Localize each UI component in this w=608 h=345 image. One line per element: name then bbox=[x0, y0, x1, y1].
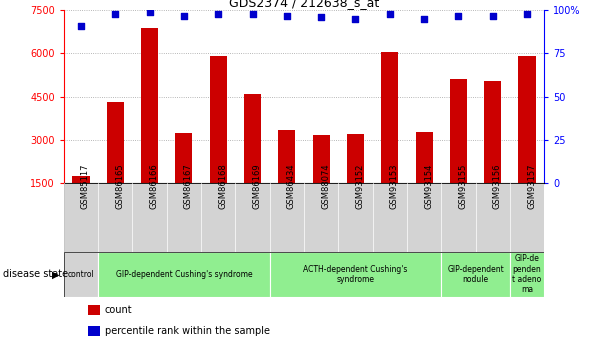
Point bbox=[213, 11, 223, 17]
Text: GSM93156: GSM93156 bbox=[492, 164, 502, 209]
Point bbox=[454, 13, 463, 18]
Point bbox=[145, 9, 154, 15]
Point bbox=[76, 23, 86, 29]
Bar bbox=[450, 79, 467, 226]
Bar bbox=[64, 183, 544, 252]
Text: percentile rank within the sample: percentile rank within the sample bbox=[105, 326, 270, 336]
Text: GSM86167: GSM86167 bbox=[184, 164, 193, 209]
Bar bbox=[270, 252, 441, 297]
Text: GSM86169: GSM86169 bbox=[252, 164, 261, 209]
Text: GSM86434: GSM86434 bbox=[287, 164, 296, 209]
Text: GSM93152: GSM93152 bbox=[356, 164, 364, 209]
Point bbox=[385, 11, 395, 17]
Text: GSM88074: GSM88074 bbox=[321, 164, 330, 209]
Point bbox=[282, 13, 292, 18]
Bar bbox=[72, 176, 89, 226]
Bar bbox=[107, 102, 124, 226]
Text: GSM86165: GSM86165 bbox=[116, 164, 124, 209]
Bar bbox=[141, 28, 158, 226]
Bar bbox=[210, 56, 227, 226]
Text: control: control bbox=[67, 270, 94, 279]
Bar bbox=[98, 252, 270, 297]
Bar bbox=[64, 252, 98, 297]
Text: GIP-dependent Cushing's syndrome: GIP-dependent Cushing's syndrome bbox=[116, 270, 252, 279]
Bar bbox=[441, 252, 510, 297]
Bar bbox=[484, 81, 501, 226]
Text: GSM93153: GSM93153 bbox=[390, 164, 399, 209]
Text: disease state: disease state bbox=[3, 269, 68, 279]
Point bbox=[419, 16, 429, 22]
Point bbox=[247, 11, 257, 17]
Text: count: count bbox=[105, 305, 133, 315]
Text: GSM93157: GSM93157 bbox=[527, 164, 536, 209]
Title: GDS2374 / 212638_s_at: GDS2374 / 212638_s_at bbox=[229, 0, 379, 9]
Point bbox=[316, 14, 326, 20]
Bar bbox=[278, 130, 295, 226]
Text: GIP-de
penden
t adeno
ma: GIP-de penden t adeno ma bbox=[513, 254, 542, 294]
Text: GSM93155: GSM93155 bbox=[458, 164, 468, 209]
Text: GSM93154: GSM93154 bbox=[424, 164, 433, 209]
Point bbox=[522, 11, 532, 17]
Bar bbox=[88, 305, 100, 315]
Bar bbox=[347, 134, 364, 226]
Bar bbox=[510, 252, 544, 297]
Point bbox=[111, 11, 120, 17]
Point bbox=[179, 13, 188, 18]
Bar bbox=[244, 94, 261, 226]
Bar bbox=[313, 136, 330, 226]
Text: GSM86166: GSM86166 bbox=[150, 164, 159, 209]
Bar bbox=[88, 326, 100, 336]
Text: GIP-dependent
nodule: GIP-dependent nodule bbox=[447, 265, 504, 284]
Bar bbox=[175, 132, 193, 226]
Bar bbox=[415, 132, 433, 226]
Bar bbox=[381, 52, 398, 226]
Point bbox=[488, 13, 497, 18]
Text: GSM85117: GSM85117 bbox=[81, 164, 90, 209]
Text: GSM86168: GSM86168 bbox=[218, 164, 227, 209]
Text: ▶: ▶ bbox=[52, 269, 60, 279]
Point bbox=[351, 16, 361, 22]
Text: ACTH-dependent Cushing's
syndrome: ACTH-dependent Cushing's syndrome bbox=[303, 265, 407, 284]
Bar bbox=[519, 56, 536, 226]
